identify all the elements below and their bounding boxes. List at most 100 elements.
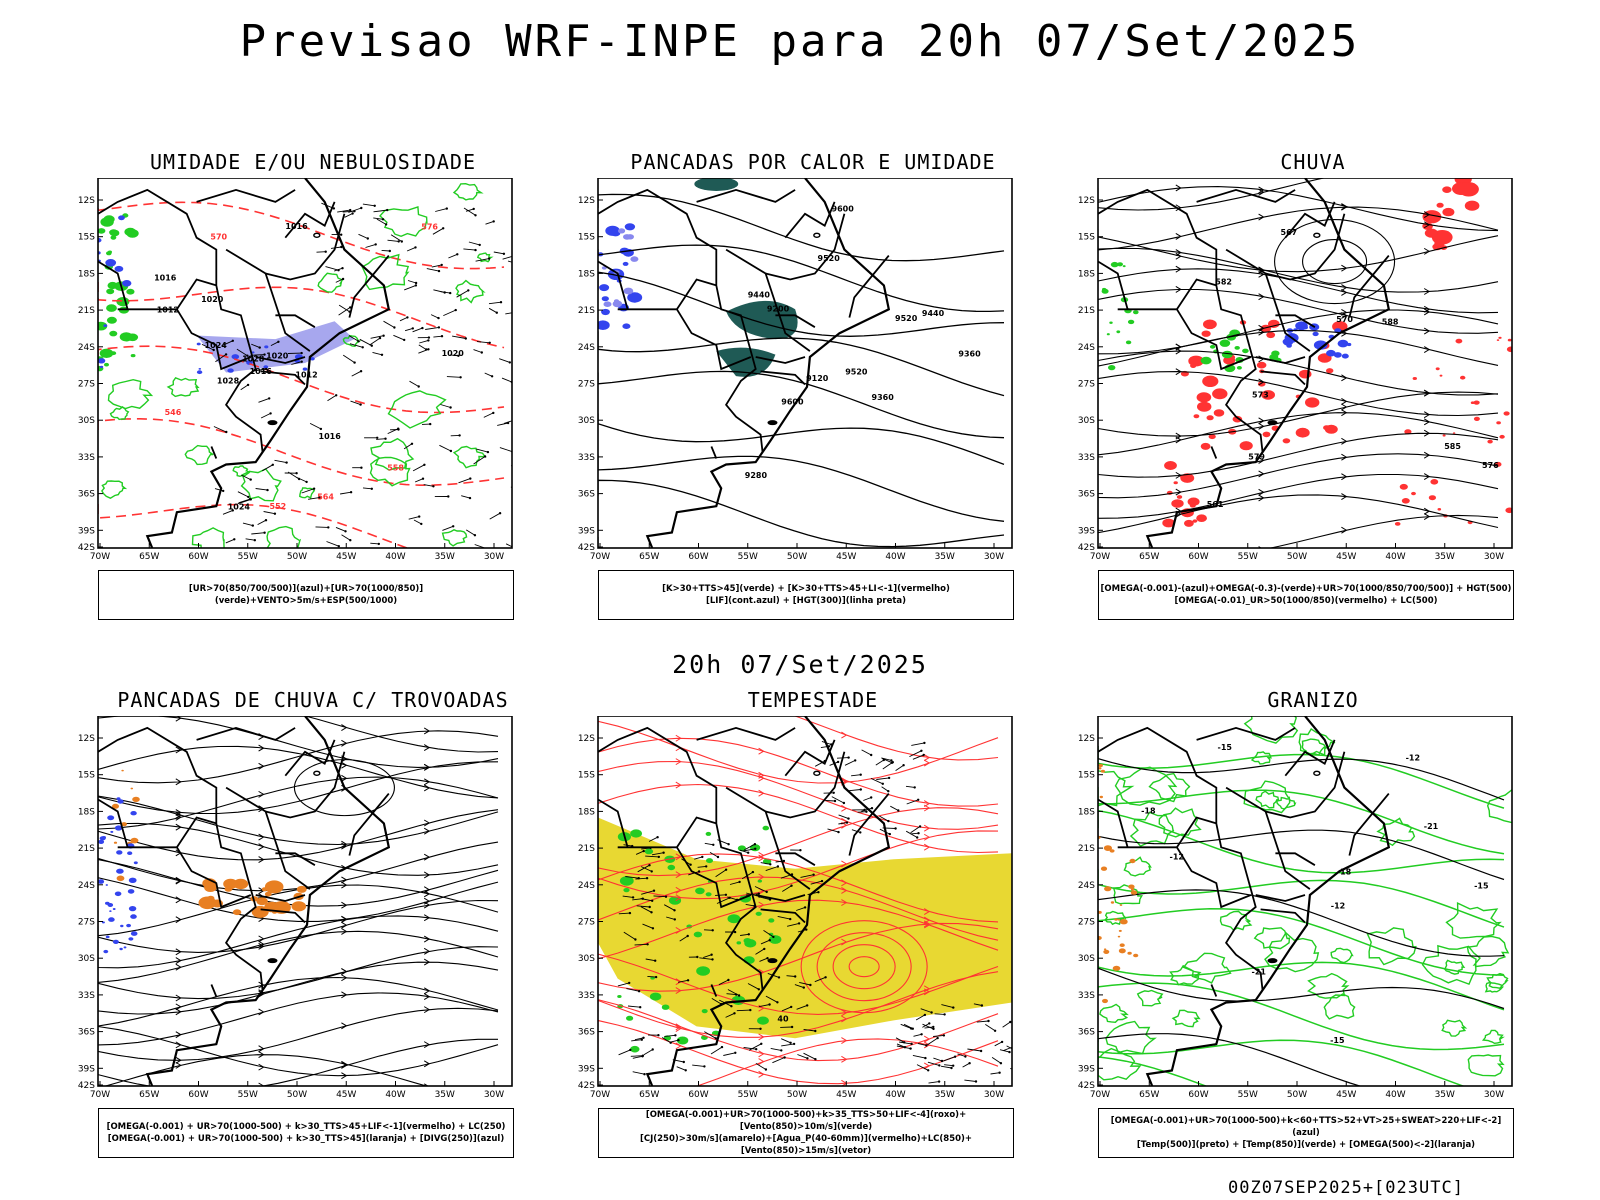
contour-label: 9600 [781,398,804,407]
lat-tick-label: 27S [1078,918,1095,928]
contour-label: 9440 [748,290,771,299]
contour-label: 9280 [745,471,768,480]
lon-tick-label: 35W [935,1090,955,1100]
contour-label: 1020 [266,352,289,361]
contour-label: 573 [1252,390,1269,399]
lat-tick-label: 12S [1078,196,1095,206]
lon-tick-label: 30W [984,552,1004,562]
lon-tick-label: 50W [787,552,807,562]
contour-label: 567 [1281,228,1298,237]
panel-granizo: GRANIZO -12 -15 -12 -15 -18 -21 -21 -18 -15 -12 12S… [1078,688,1548,1168]
lon-tick-label: 65W [139,1090,159,1100]
contour-label: -21 [1252,967,1267,976]
lat-tick-label: 42S [78,543,95,553]
contour-label: 9600 [832,204,855,213]
lat-tick-label: 24S [1078,343,1095,353]
lon-tick-label: 40W [885,1090,905,1100]
lon-tick-label: 40W [385,552,405,562]
contour-label: 579 [1248,453,1265,462]
lat-tick-label: 15S [1078,233,1095,243]
legend-box: [UR>70(850/700/500)](azul)+[UR>70(1000/8… [98,570,514,620]
lat-tick-label: 24S [78,881,95,891]
lat-tick-label: 36S [578,1028,595,1038]
lon-tick-label: 35W [935,552,955,562]
contour-label: 9120 [806,374,829,383]
lon-tick-label: 60W [1188,1090,1208,1100]
lon-tick-label: 70W [1090,552,1110,562]
lat-tick-label: 39S [578,1064,595,1074]
lat-tick-label: 18S [78,807,95,817]
lat-tick-label: 36S [78,490,95,500]
lat-tick-label: 21S [78,844,95,854]
lon-tick-label: 55W [238,552,258,562]
lat-tick-label: 24S [78,343,95,353]
legend-box: [OMEGA(-0.001) + UR>70(1000-500) + k>30_… [98,1108,514,1158]
contour-label: -12 [1170,853,1184,862]
contour-label: 9360 [872,393,895,402]
lat-tick-label: 21S [1078,306,1095,316]
lon-tick-label: 45W [836,552,856,562]
lat-tick-label: 33S [1078,991,1095,1001]
panel-title: PANCADAS POR CALOR E UMIDADE [630,150,996,174]
run-timestamp: 00Z07SEP2025+[023UTC] [1228,1178,1464,1198]
lat-tick-label: 27S [78,918,95,928]
lat-tick-label: 24S [578,881,595,891]
forecast-time: 20h 07/Set/2025 [672,650,928,679]
contour-label: 558 [387,464,404,473]
lon-tick-label: 60W [188,1090,208,1100]
legend-line: [OMEGA(-0.001)+UR>70(1000-500)+k<60+TTS>… [1110,1116,1502,1138]
lat-tick-label: 42S [578,543,595,553]
contour-label: 1016 [285,222,308,231]
contour-label: -15 [1330,1036,1345,1045]
contour-label: -12 [1331,901,1345,910]
contour-label: 585 [1444,442,1461,451]
lon-tick-label: 70W [590,552,610,562]
legend-line: [OMEGA(-0.01)_UR>50(1000/850)(vermelho) … [1174,596,1438,606]
main-title: Previsao WRF-INPE para 20h 07/Set/2025 [239,16,1361,67]
lon-tick-label: 30W [1484,552,1504,562]
panel-title: GRANIZO [1267,688,1359,712]
contour-label: 1028 [217,377,240,386]
lon-tick-label: 45W [836,1090,856,1100]
lat-tick-label: 15S [1078,771,1095,781]
contour-label: 1016 [319,432,342,441]
lat-tick-label: 12S [578,196,595,206]
lon-tick-label: 45W [1336,552,1356,562]
legend-line: [OMEGA(-0.001)-(azul)+OMEGA(-0.3)-(verde… [1100,584,1512,594]
lon-tick-label: 40W [1385,1090,1405,1100]
contour-label: 9520 [845,367,868,376]
lon-tick-label: 60W [688,552,708,562]
lat-tick-label: 15S [578,771,595,781]
lat-tick-label: 12S [578,734,595,744]
lon-tick-label: 50W [1287,1090,1307,1100]
lat-tick-label: 42S [1078,543,1095,553]
contour-label: 561 [1207,500,1224,509]
lat-tick-label: 12S [1078,734,1095,744]
lat-tick-label: 33S [78,991,95,1001]
lat-tick-label: 33S [78,453,95,463]
legend-box: [OMEGA(-0.001)+UR>70(1000-500)+k>35_TTS>… [598,1108,1014,1158]
weather-map: 1016 1012 1012 1020 1016 1024 1020 1016 1028 1016… [78,178,513,562]
lon-tick-label: 55W [1238,1090,1258,1100]
lat-tick-label: 36S [1078,1028,1095,1038]
lon-tick-label: 30W [1484,1090,1504,1100]
lat-tick-label: 39S [1078,1064,1095,1074]
contour-label: 546 [165,408,182,417]
lat-tick-label: 27S [1078,380,1095,390]
lon-tick-label: 70W [590,1090,610,1100]
lon-tick-label: 40W [885,552,905,562]
legend-line: [OMEGA(-0.001) + UR>70(1000-500) + k>30_… [106,1122,506,1132]
lon-tick-label: 60W [1188,552,1208,562]
lon-tick-label: 70W [90,1090,110,1100]
lat-tick-label: 27S [578,918,595,928]
lon-tick-label: 65W [139,552,159,562]
legend-line: [LIF](cont.azul) + [HGT(300)](linha pret… [705,596,907,606]
contour-label: 9440 [922,309,945,318]
contour-label: 588 [1382,317,1399,326]
lat-tick-label: 18S [78,269,95,279]
contour-label: -15 [1474,882,1489,891]
lon-tick-label: 30W [984,1090,1004,1100]
lon-tick-label: 60W [688,1090,708,1100]
panel-chuva: CHUVA 585 582 579 576 573 570 567 561 588 12S 15S 18… [1078,150,1548,630]
lat-tick-label: 42S [578,1081,595,1091]
